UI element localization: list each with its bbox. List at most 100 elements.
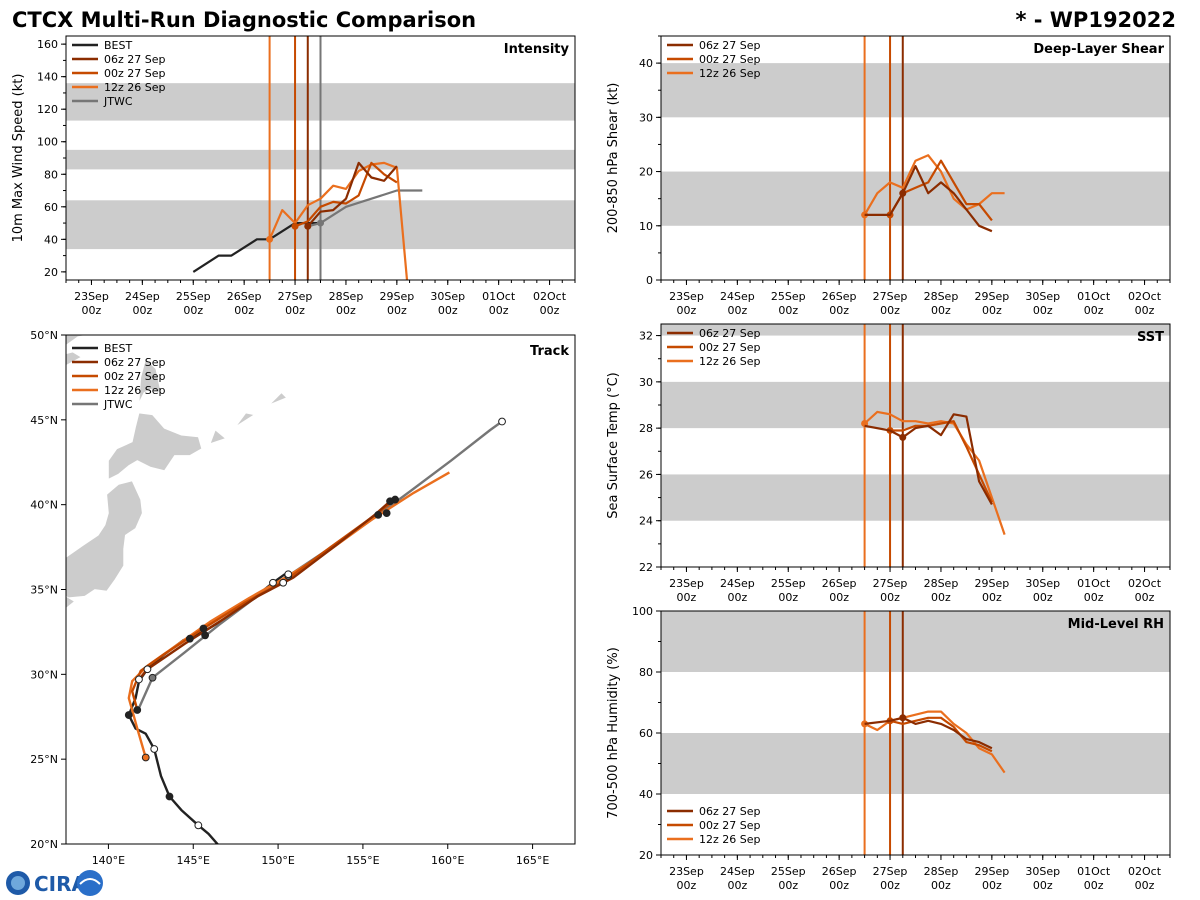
track-marker-00z-27-sep: [133, 706, 142, 714]
intensity-xtick-hour: 00z: [285, 304, 305, 317]
shear-series-00z-27-sep: [889, 159, 993, 222]
track-legend-label-06z-27-sep: 06z 27 Sep: [104, 356, 166, 369]
sst-xtick-day: 25Sep: [771, 577, 806, 590]
shear-xtick-day: 28Sep: [924, 290, 959, 303]
intensity-xtick-day: 27Sep: [278, 290, 313, 303]
track-frame: [65, 334, 576, 845]
track-marker-best: [165, 792, 174, 801]
track-xtick-label: 165°E: [516, 854, 549, 867]
intensity-xtick-hour: 00z: [540, 304, 560, 317]
shear-xtick-hour: 00z: [1033, 304, 1053, 317]
shear-xtick-hour: 00z: [1084, 304, 1104, 317]
track-marker-06z-27-sep: [143, 665, 152, 674]
storm-id: * - WP192022: [1015, 8, 1176, 32]
track-marker-06z-27-sep: [386, 497, 394, 506]
track-xtick-label: 150°E: [261, 854, 294, 867]
track-series-group: [124, 417, 506, 844]
rh-ylabel: 700-500 hPa Humidity (%): [606, 647, 621, 819]
intensity-legend-label-12z-26-sep: 12z 26 Sep: [104, 81, 166, 94]
shear-marker-06z-27-sep: [899, 189, 907, 197]
track-xtick-label: 155°E: [346, 854, 379, 867]
intensity-panel: 2040608010012014016023Sep00z24Sep00z25Se…: [11, 35, 576, 317]
sst-title: SST: [1137, 330, 1164, 345]
sst-xtick-hour: 00z: [1135, 591, 1155, 604]
sst-legend-label-12z-26-sep: 12z 26 Sep: [699, 355, 761, 368]
shear-xtick-day: 29Sep: [974, 290, 1009, 303]
rh-ytick-label: 60: [639, 727, 653, 740]
track-marker-best: [135, 675, 143, 684]
sst-ytick-label: 24: [639, 515, 653, 528]
sst-marker-06z-27-sep: [899, 433, 907, 441]
rh-xtick-day: 02Oct: [1128, 865, 1162, 878]
rh-legend-label-00z-27-sep: 00z 27 Sep: [699, 819, 761, 832]
rh-series-group: [861, 710, 1006, 774]
track-ytick-label: 35°N: [30, 584, 58, 597]
sst-xtick-hour: 00z: [677, 591, 697, 604]
land-shape: [66, 351, 83, 366]
sst-xtick-day: 28Sep: [924, 577, 959, 590]
intensity-marker-jtwc: [317, 219, 324, 227]
sst-xtick-day: 26Sep: [822, 577, 857, 590]
shear-xtick-day: 24Sep: [720, 290, 755, 303]
shear-panel: 01020304023Sep00z24Sep00z25Sep00z26Sep00…: [606, 35, 1171, 317]
track-marker-jtwc: [148, 673, 157, 682]
intensity-xtick-hour: 00z: [336, 304, 356, 317]
shear-xtick-hour: 00z: [727, 304, 747, 317]
intensity-series-00z-27-sep: [294, 161, 398, 228]
intensity-xtick-hour: 00z: [82, 304, 102, 317]
track-marker-06z-27-sep: [374, 510, 383, 519]
track-panel: 20°N 25°N 30°N 35°N 40°N 45°N 50°N 140°E 145°E 15…: [30, 329, 576, 867]
track-marker-best: [269, 578, 277, 587]
logo-swoosh-icon: [79, 878, 101, 885]
sst-xtick-hour: 00z: [778, 591, 798, 604]
shear-xtick-day: 25Sep: [771, 290, 806, 303]
sst-ytick-label: 28: [639, 422, 653, 435]
sst-xtick-hour: 00z: [982, 591, 1002, 604]
rh-xtick-hour: 00z: [880, 879, 900, 892]
shear-legend-label-12z-26-sep: 12z 26 Sep: [699, 67, 761, 80]
track-ytick-label: 50°N: [30, 329, 58, 342]
land-shape: [269, 392, 288, 405]
intensity-marker-00z-27-sep: [291, 222, 299, 230]
sst-xtick-hour: 00z: [931, 591, 951, 604]
intensity-xtick-day: 23Sep: [74, 290, 109, 303]
rh-ytick-label: 20: [639, 849, 653, 862]
sst-xtick-hour: 00z: [1033, 591, 1053, 604]
sst-xtick-day: 30Sep: [1025, 577, 1060, 590]
intensity-title: Intensity: [504, 42, 570, 57]
track-series-jtwc: [136, 420, 503, 713]
rh-xtick-hour: 00z: [677, 879, 697, 892]
sst-ytick-label: 22: [639, 561, 653, 574]
sst-series-12z-26-sep: [863, 410, 1006, 535]
intensity-legend-label-06z-27-sep: 06z 27 Sep: [104, 53, 166, 66]
shear-ytick-label: 0: [646, 274, 653, 287]
sst-band: [661, 324, 1170, 336]
track-title: Track: [530, 344, 569, 359]
track-marker-best: [124, 711, 133, 719]
intensity-ytick-label: 20: [44, 266, 58, 279]
shear-ytick-label: 20: [639, 166, 653, 179]
rh-panel: 2040608010023Sep00z24Sep00z25Sep00z26Sep…: [606, 605, 1171, 892]
track-legend-label-00z-27-sep: 00z 27 Sep: [104, 370, 166, 383]
sst-xtick-hour: 00z: [829, 591, 849, 604]
intensity-series-12z-26-sep: [268, 161, 409, 280]
sst-xtick-day: 27Sep: [873, 577, 908, 590]
track-series-best: [127, 573, 286, 844]
rh-xtick-day: 01Oct: [1077, 865, 1111, 878]
rh-xtick-day: 29Sep: [974, 865, 1009, 878]
shear-xtick-day: 30Sep: [1025, 290, 1060, 303]
track-ytick-label: 20°N: [30, 838, 58, 851]
intensity-series-06z-27-sep: [306, 161, 398, 228]
intensity-xtick-day: 29Sep: [379, 290, 414, 303]
intensity-ytick-label: 80: [44, 168, 58, 181]
intensity-ylabel: 10m Max Wind Speed (kt): [11, 74, 26, 243]
intensity-ytick-label: 100: [37, 136, 58, 149]
track-xtick-label: 160°E: [431, 854, 464, 867]
sst-xtick-hour: 00z: [880, 591, 900, 604]
intensity-xtick-hour: 00z: [132, 304, 152, 317]
intensity-xtick-hour: 00z: [234, 304, 254, 317]
land-shape: [66, 595, 76, 609]
sst-ytick-label: 30: [639, 376, 653, 389]
shear-series-12z-26-sep: [863, 154, 1005, 216]
track-marker-00z-27-sep: [279, 578, 288, 587]
